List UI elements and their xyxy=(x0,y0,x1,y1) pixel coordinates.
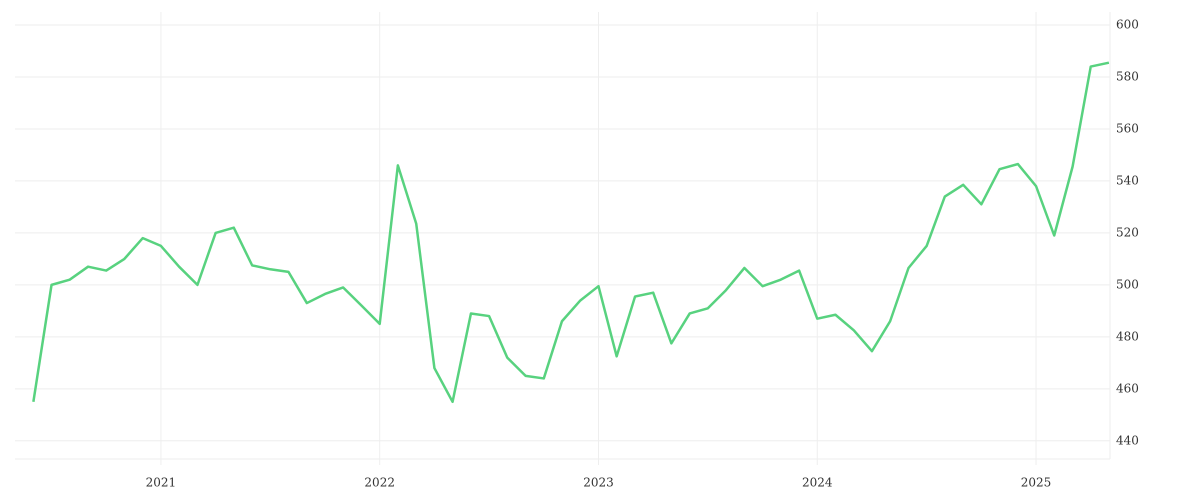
y-tick-label: 500 xyxy=(1116,277,1139,291)
y-tick-label: 560 xyxy=(1116,121,1139,135)
y-tick-label: 600 xyxy=(1116,17,1139,31)
x-tick-label: 2023 xyxy=(583,476,614,490)
y-tick-label: 440 xyxy=(1116,433,1139,447)
x-tick-label: 2025 xyxy=(1021,476,1052,490)
y-tick-label: 540 xyxy=(1116,173,1139,187)
y-tick-label: 460 xyxy=(1116,381,1139,395)
line xyxy=(32,61,1110,404)
x-tick-label: 2021 xyxy=(146,476,177,490)
y-tick-label: 520 xyxy=(1116,225,1139,239)
y-tick-label: 480 xyxy=(1116,329,1139,343)
y-tick-label: 580 xyxy=(1116,69,1139,83)
x-tick-label: 2022 xyxy=(364,476,395,490)
x-tick-label: 2024 xyxy=(802,476,833,490)
